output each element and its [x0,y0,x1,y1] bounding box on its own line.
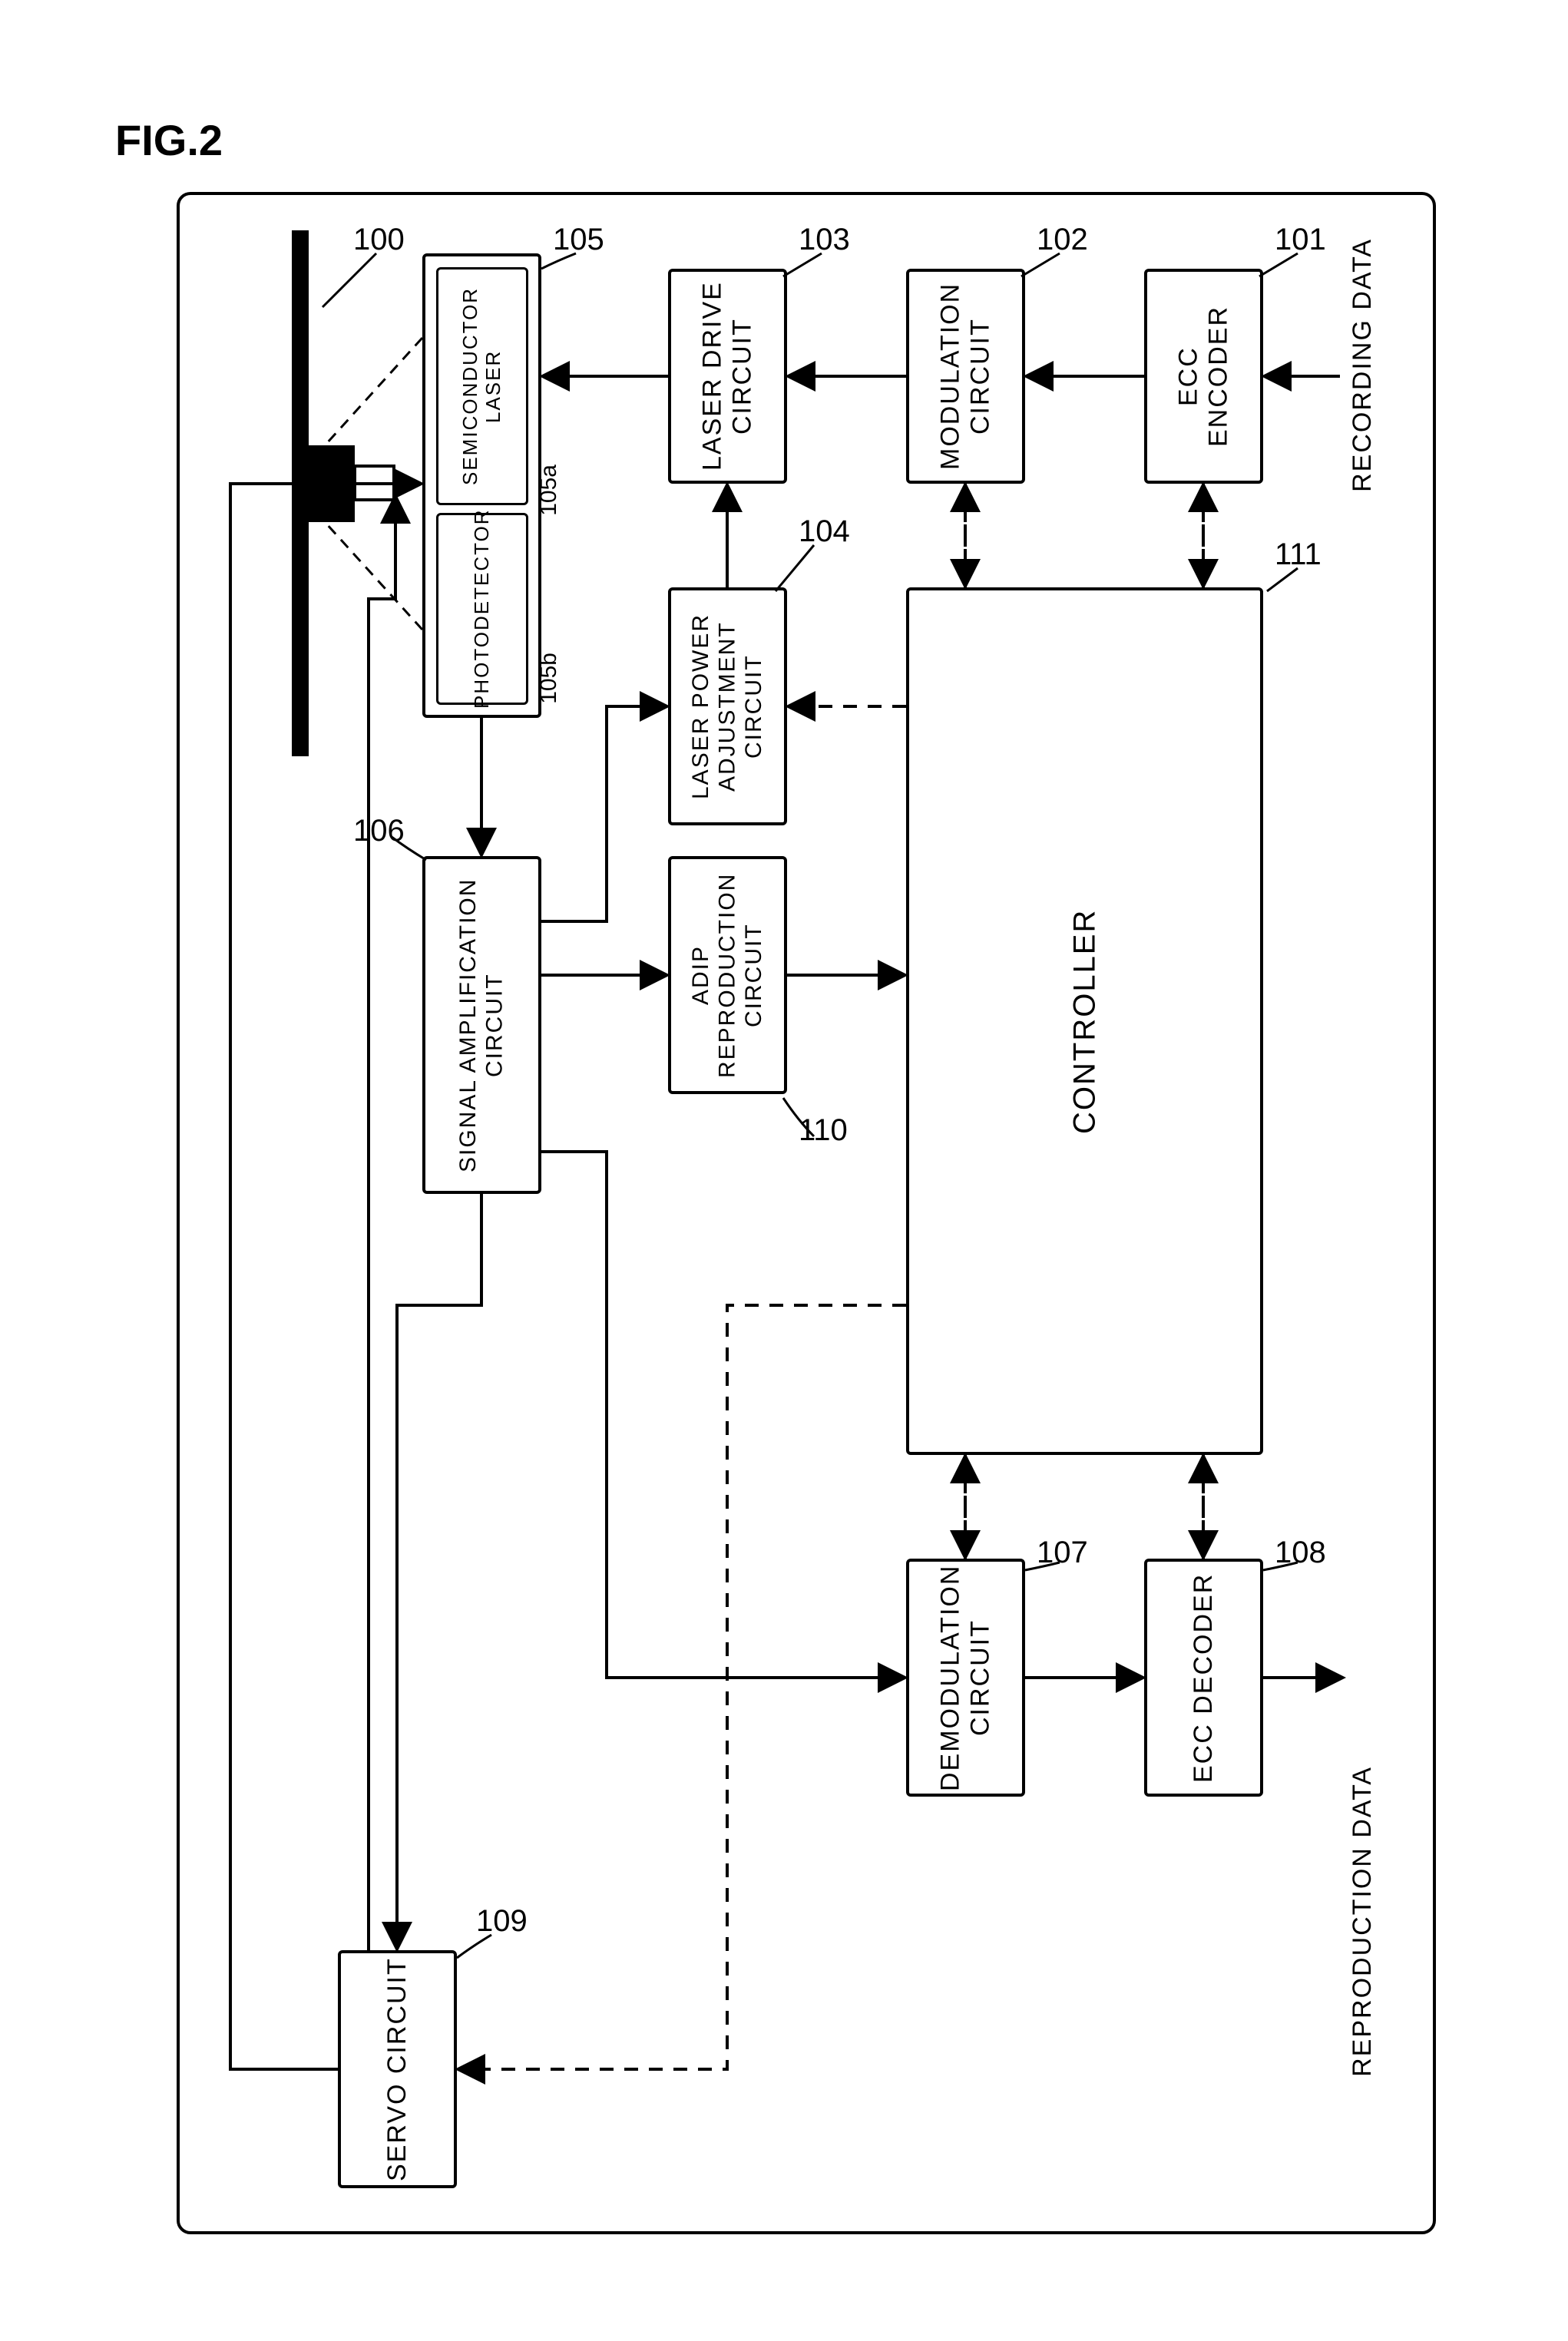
laser-power-adj-block: LASER POWER ADJUSTMENT CIRCUIT [668,587,787,825]
ref-104: 104 [799,514,850,549]
semiconductor-laser-block: SEMICONDUCTOR LASER [436,267,528,505]
demodulation-block: DEMODULATION CIRCUIT [906,1559,1025,1797]
ref-109: 109 [476,1904,528,1939]
recording-data-label: RECORDING DATA [1348,238,1378,492]
reproduction-data-label: REPRODUCTION DATA [1348,1766,1378,2077]
ref-105: 105 [553,223,604,257]
ecc-decoder-block: ECC DECODER [1144,1559,1263,1797]
signal-amp-block: SIGNAL AMPLIFICATION CIRCUIT [422,856,541,1194]
ref-105b: 105b [536,653,562,704]
ref-102: 102 [1037,223,1088,257]
ref-111: 111 [1275,537,1322,572]
figure-label: FIG.2 [115,115,223,165]
photodetector-block: PHOTODETECTOR [436,513,528,705]
servo-block: SERVO CIRCUIT [338,1950,457,2188]
modulation-block: MODULATION CIRCUIT [906,269,1025,484]
ref-110: 110 [799,1113,848,1148]
laser-drive-block: LASER DRIVE CIRCUIT [668,269,787,484]
ref-101: 101 [1275,223,1326,257]
ref-106: 106 [353,814,405,848]
controller-block: CONTROLLER [906,587,1263,1455]
ref-107: 107 [1037,1536,1088,1570]
ref-105a: 105a [536,465,562,516]
ref-108: 108 [1275,1536,1326,1570]
adip-block: ADIP REPRODUCTION CIRCUIT [668,856,787,1094]
ref-100: 100 [353,223,405,257]
ecc-encoder-block: ECC ENCODER [1144,269,1263,484]
ref-103: 103 [799,223,850,257]
